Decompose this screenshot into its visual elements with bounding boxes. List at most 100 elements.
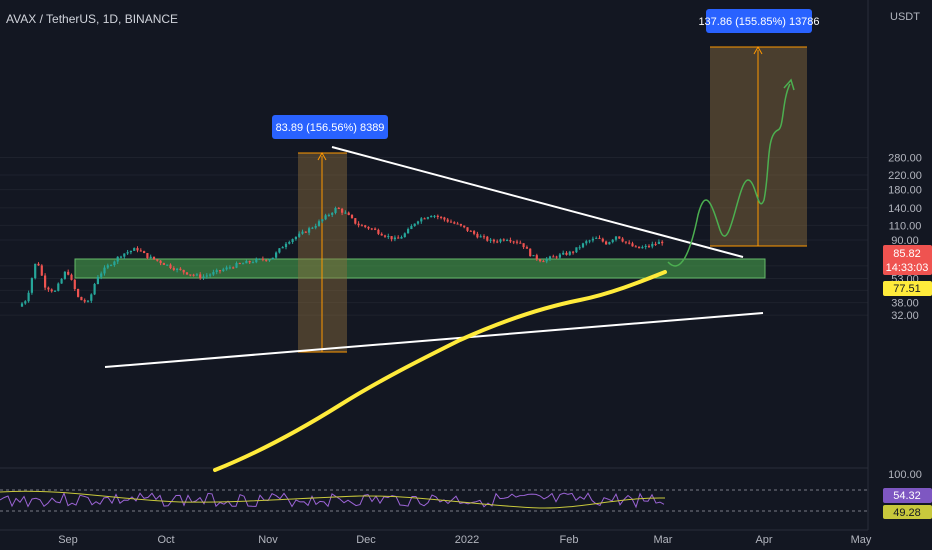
candle-body xyxy=(601,238,604,242)
candle-body xyxy=(67,271,70,275)
measure-box-1-arrowhead xyxy=(317,151,327,161)
candle-body xyxy=(149,256,152,259)
candle-body xyxy=(410,226,413,230)
candle-body xyxy=(492,239,495,242)
candle-body xyxy=(192,274,195,276)
time-axis[interactable]: Sep Oct Nov Dec 2022 Feb Mar Apr May xyxy=(58,534,872,546)
candle-body xyxy=(403,233,406,238)
candle-body xyxy=(341,208,344,213)
rsi-ma-value: 49.28 xyxy=(893,507,921,519)
candle-body xyxy=(311,227,314,229)
candle-body xyxy=(575,247,578,253)
candle-body xyxy=(202,276,205,279)
candle-body xyxy=(631,243,634,247)
price-tick-label: 280.00 xyxy=(888,152,922,164)
candle-body xyxy=(238,263,241,265)
time-tick-label: Nov xyxy=(258,534,278,546)
candle-body xyxy=(110,265,113,267)
candle-body xyxy=(611,239,614,243)
candle-body xyxy=(476,233,479,238)
candle-body xyxy=(525,247,528,249)
candle-body xyxy=(578,247,581,249)
candle-body xyxy=(443,217,446,220)
measure-label-1: 83.89 (156.56%) 8389 xyxy=(276,122,385,134)
candle-body xyxy=(126,252,129,254)
candle-body xyxy=(189,274,192,276)
candle-body xyxy=(641,247,644,249)
candle-body xyxy=(588,240,591,242)
time-tick-label: Mar xyxy=(654,534,673,546)
countdown-value: 14:33:03 xyxy=(886,262,929,274)
candle-body xyxy=(288,242,291,244)
candle-body xyxy=(456,223,459,225)
candle-body xyxy=(449,221,453,223)
candle-body xyxy=(380,233,383,236)
zones-layer xyxy=(74,45,807,353)
candle-body xyxy=(294,236,297,240)
candle-body xyxy=(53,290,57,292)
candle-body xyxy=(143,251,146,254)
candle-body xyxy=(172,268,175,270)
candle-body xyxy=(255,258,258,263)
candle-body xyxy=(638,246,641,249)
price-tick-label: 90.00 xyxy=(891,235,919,247)
candle-body xyxy=(654,243,657,245)
candle-body xyxy=(413,223,416,227)
candle-body xyxy=(275,252,278,258)
candle-body xyxy=(185,272,189,275)
time-tick-label: Sep xyxy=(58,534,78,546)
candle-body xyxy=(73,279,76,290)
candle-body xyxy=(482,236,486,238)
candle-body xyxy=(364,225,367,227)
rsi-ma-tag xyxy=(883,505,932,519)
candle-body xyxy=(70,274,73,280)
candle-body xyxy=(624,241,627,243)
candle-body xyxy=(509,240,512,242)
candle-body xyxy=(552,256,555,258)
candle-body xyxy=(397,237,400,239)
candle-body xyxy=(407,229,410,234)
candle-body xyxy=(60,278,63,284)
candle-body xyxy=(614,236,618,240)
candle-body xyxy=(212,272,215,275)
candle-body xyxy=(100,273,103,277)
candle-body xyxy=(298,233,301,237)
candle-body xyxy=(139,250,142,252)
candle-body xyxy=(337,207,340,209)
candles-layer xyxy=(20,206,664,307)
candle-body xyxy=(506,240,509,242)
candle-body xyxy=(591,238,594,241)
candle-body xyxy=(558,254,561,258)
price-tick-label: 140.00 xyxy=(888,203,922,215)
candle-body xyxy=(496,241,499,243)
candle-body xyxy=(463,225,466,228)
candle-body xyxy=(512,241,515,243)
candle-body xyxy=(644,245,647,248)
candle-body xyxy=(90,294,93,301)
support-zone xyxy=(74,258,766,279)
candle-body xyxy=(548,256,552,259)
candle-body xyxy=(24,301,27,304)
candle-body xyxy=(182,269,185,273)
resistance-trendline xyxy=(331,146,744,258)
candle-body xyxy=(539,259,542,262)
candle-body xyxy=(502,239,505,241)
candle-body xyxy=(93,284,96,295)
candle-body xyxy=(278,248,281,253)
measure-label-1-bg xyxy=(272,115,388,139)
candle-body xyxy=(647,245,651,247)
candle-body xyxy=(156,259,159,261)
support-trendline xyxy=(104,312,764,368)
candle-body xyxy=(218,270,222,272)
candle-body xyxy=(225,267,228,270)
candle-body xyxy=(245,260,248,264)
candle-body xyxy=(222,269,225,271)
candle-body xyxy=(420,218,423,222)
candle-body xyxy=(308,228,311,233)
candle-body xyxy=(176,268,179,270)
candle-body xyxy=(370,228,373,230)
price-axis[interactable]: 280.00220.00180.00140.00110.0090.0063.00… xyxy=(867,0,932,550)
candle-body xyxy=(96,276,99,285)
rsi-tick-label: 100.00 xyxy=(888,469,922,481)
